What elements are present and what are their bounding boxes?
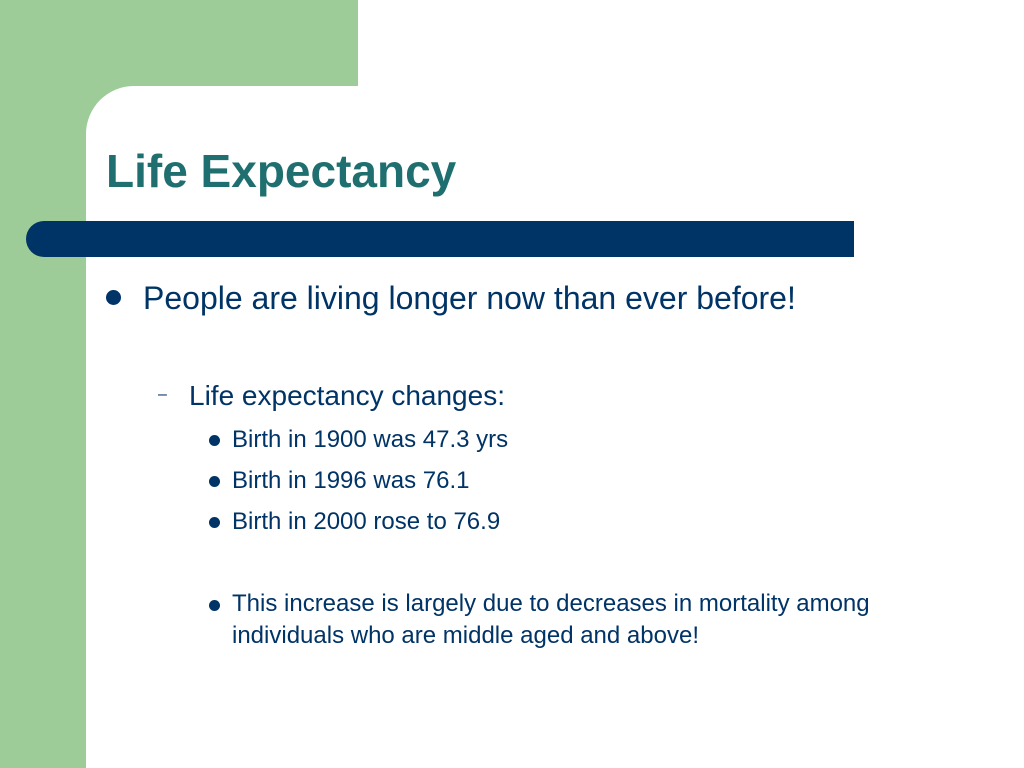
list-item: This increase is largely due to decrease… [232,590,870,649]
bullet-dot-icon [209,600,220,611]
bullet-level2-text: Life expectancy changes: [189,380,505,411]
list-item: Birth in 1996 was 76.1 [232,467,470,494]
title-underline-bar [26,221,854,257]
bullet-dot-icon [209,517,220,528]
bullet-dot-icon [209,476,220,487]
bullet-dot-icon [209,435,220,446]
content-panel [86,86,1024,768]
bullet-level1-text: People are living longer now than ever b… [143,280,796,316]
list-item: Birth in 1900 was 47.3 yrs [232,426,509,453]
dash-bullet-icon: – [158,386,167,403]
slide-title: Life Expectancy [106,145,457,197]
bullet-dot-icon [106,290,121,305]
list-item: Birth in 2000 rose to 76.9 [232,508,501,535]
